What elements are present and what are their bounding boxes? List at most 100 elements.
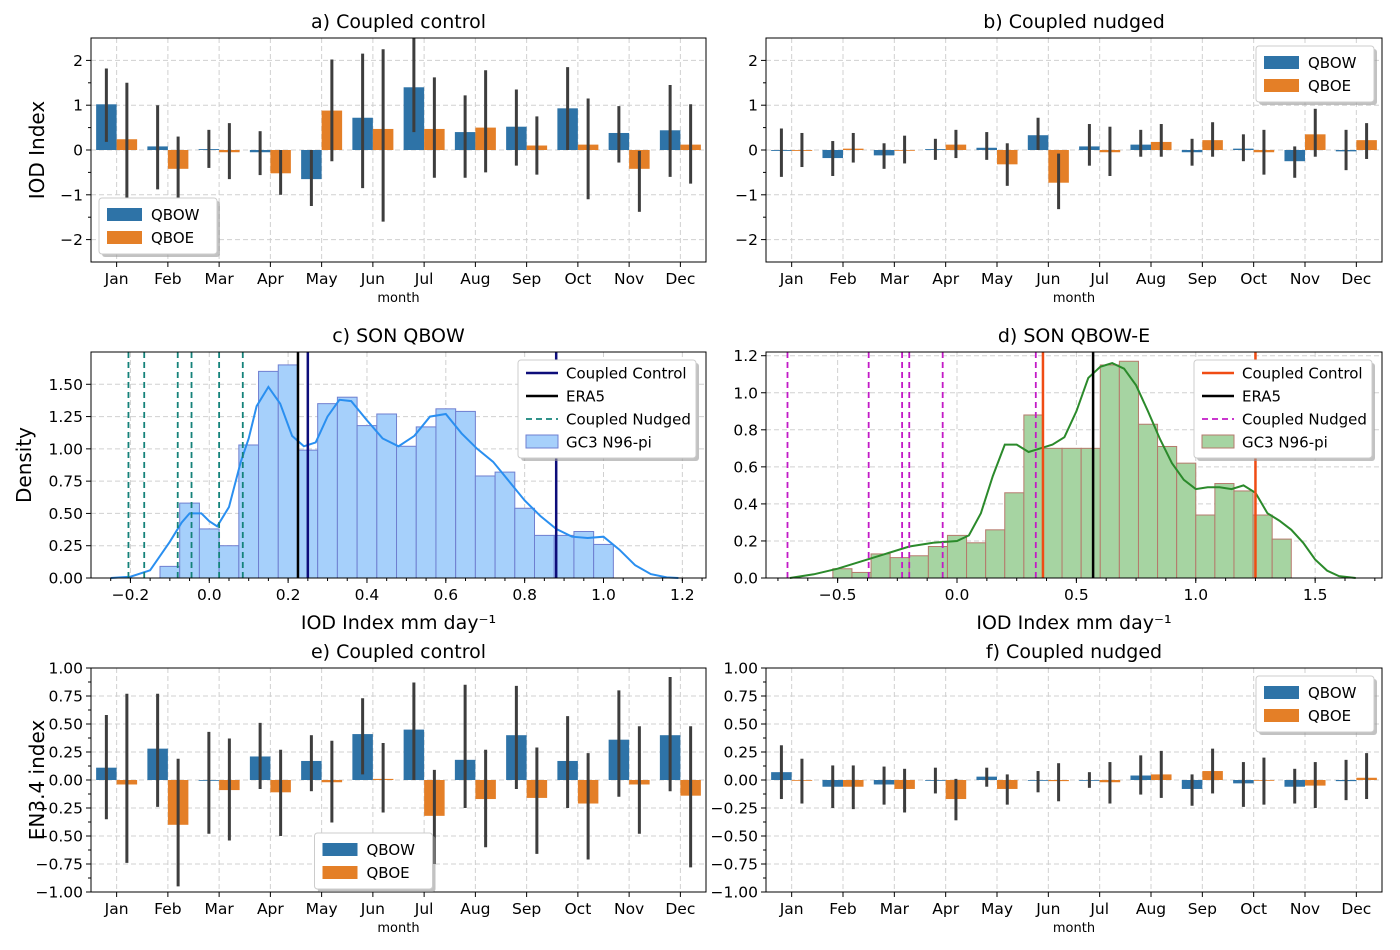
y-tick-label: −1.00: [36, 884, 84, 902]
x-tick-label: Mar: [880, 270, 910, 288]
y-tick-label: −1.00: [711, 884, 759, 902]
x-tick-label: Jan: [104, 270, 129, 288]
x-tick-label: Dec: [665, 270, 695, 288]
histogram-bar: [435, 408, 457, 579]
x-tick-label: Sep: [512, 900, 541, 918]
x-tick-label: 0.4: [355, 586, 380, 604]
legend-label: Coupled Nudged: [1242, 411, 1367, 429]
panel-title: c) SON QBOW: [332, 325, 465, 347]
panel-d: 0.0 0.2 0.4 0.6 0.8 1.0 1.2 −0.5 0.0 0.5 1.0 1.5 IOD…: [733, 325, 1383, 634]
y-tick-label: 1.2: [733, 347, 758, 365]
histogram-bar: [238, 444, 260, 579]
x-tick-label: 0.6: [433, 586, 458, 604]
y-tick-label: −1: [735, 186, 758, 204]
histogram-bar: [356, 425, 378, 579]
y-tick-label: 0.8: [733, 421, 758, 439]
histogram-bar: [927, 546, 948, 579]
histogram-bar: [1214, 483, 1235, 579]
x-tick-label: Dec: [665, 900, 695, 918]
x-tick-label: Jun: [360, 900, 385, 918]
x-tick-label: Nov: [614, 900, 644, 918]
y-tick-label: 1.25: [48, 408, 83, 426]
legend-label: QBOW: [1308, 54, 1357, 72]
x-tick-label: 0.0: [945, 586, 970, 604]
x-tick-label: May: [981, 900, 1013, 918]
y-tick-label: 1.00: [48, 660, 83, 678]
x-tick-label: 0.8: [512, 586, 537, 604]
legend-swatch: [525, 434, 559, 449]
y-tick-label: 0.75: [48, 688, 83, 706]
legend-label: QBOW: [1308, 684, 1357, 702]
legend-box: [1193, 359, 1373, 459]
x-tick-label: Apr: [932, 270, 959, 288]
panel-title: b) Coupled nudged: [983, 11, 1165, 33]
x-axis-label: month: [1053, 291, 1095, 306]
legend-label: QBOE: [1308, 77, 1351, 95]
y-tick-label: −0.75: [711, 856, 759, 874]
y-tick-label: 1: [748, 97, 758, 115]
histogram-bar: [1004, 492, 1025, 579]
x-tick-label: Feb: [829, 270, 856, 288]
histogram-bar: [494, 471, 516, 579]
x-tick-label: Jul: [1089, 270, 1109, 288]
y-tick-label: 0.50: [723, 716, 758, 734]
legend-label: QBOE: [151, 229, 194, 247]
histogram-bar: [514, 507, 536, 579]
panel-title: f) Coupled nudged: [986, 641, 1162, 663]
panel-title: e) Coupled control: [311, 641, 486, 663]
y-tick-label: 0.25: [48, 744, 83, 762]
panel-e: −1.00 −0.75 −0.50 −0.25 0.00 0.25 0.50 0.75 1.00…: [25, 641, 707, 936]
legend: QBOW QBOE: [98, 197, 220, 257]
histogram-bar: [1042, 447, 1063, 579]
x-tick-label: Mar: [205, 900, 235, 918]
x-axis-label: IOD Index mm day⁻¹: [301, 612, 496, 634]
legend: QBOW QBOE: [1255, 45, 1377, 105]
x-axis-label: month: [377, 291, 419, 306]
x-tick-label: Nov: [1290, 900, 1320, 918]
y-tick-label: 1: [73, 97, 83, 115]
y-tick-label: 1.0: [733, 384, 758, 402]
x-tick-label: Mar: [205, 270, 235, 288]
legend: Coupled Control ERA5 Coupled Nudged GC3 N96…: [1193, 359, 1375, 461]
x-tick-label: May: [306, 270, 338, 288]
histogram-bar: [474, 475, 496, 579]
x-tick-label: Jun: [1035, 900, 1060, 918]
y-tick-label: 0.2: [733, 532, 758, 550]
histogram-bar: [985, 529, 1006, 579]
y-tick-label: 1.50: [48, 376, 83, 394]
x-tick-label: 0.0: [197, 586, 222, 604]
y-tick-label: −0.50: [711, 828, 759, 846]
legend-label: Coupled Nudged: [566, 411, 691, 429]
y-tick-label: 0.4: [733, 495, 758, 513]
histogram-bar: [1118, 360, 1139, 579]
panel-b: −2 −1 0 1 2 Jan Feb Mar Apr May Jun Jul Aug Sep Oct Nov…: [735, 11, 1383, 306]
y-tick-label: −1: [60, 186, 83, 204]
x-tick-label: Nov: [1290, 270, 1320, 288]
y-tick-label: 0: [748, 142, 758, 160]
legend: Coupled Control ERA5 Coupled Nudged GC3 N96…: [517, 359, 699, 461]
x-tick-label: Jan: [779, 900, 804, 918]
kde-curve: [110, 385, 679, 579]
x-tick-label: Apr: [932, 900, 959, 918]
x-tick-label: Feb: [154, 900, 181, 918]
y-tick-label: 2: [73, 52, 83, 70]
x-tick-label: Apr: [257, 900, 284, 918]
legend-label: Coupled Control: [566, 365, 687, 383]
y-tick-label: 2: [748, 52, 758, 70]
legend-swatch: [322, 843, 358, 856]
legend-swatch: [1264, 686, 1299, 699]
x-tick-label: Nov: [614, 270, 644, 288]
histogram-bar: [415, 426, 437, 579]
histogram-bar: [1061, 447, 1082, 579]
x-tick-label: −0.2: [112, 586, 150, 604]
legend-swatch: [1264, 709, 1299, 722]
y-tick-label: −0.25: [711, 800, 759, 818]
legend: QBOW QBOE: [1255, 675, 1377, 735]
x-tick-label: Jan: [779, 270, 804, 288]
axes-frame: [765, 351, 1383, 579]
histogram-bar: [258, 370, 279, 579]
x-tick-label: May: [306, 900, 338, 918]
y-tick-label: 0.25: [48, 537, 83, 555]
legend-label: GC3 N96-pi: [566, 434, 652, 452]
